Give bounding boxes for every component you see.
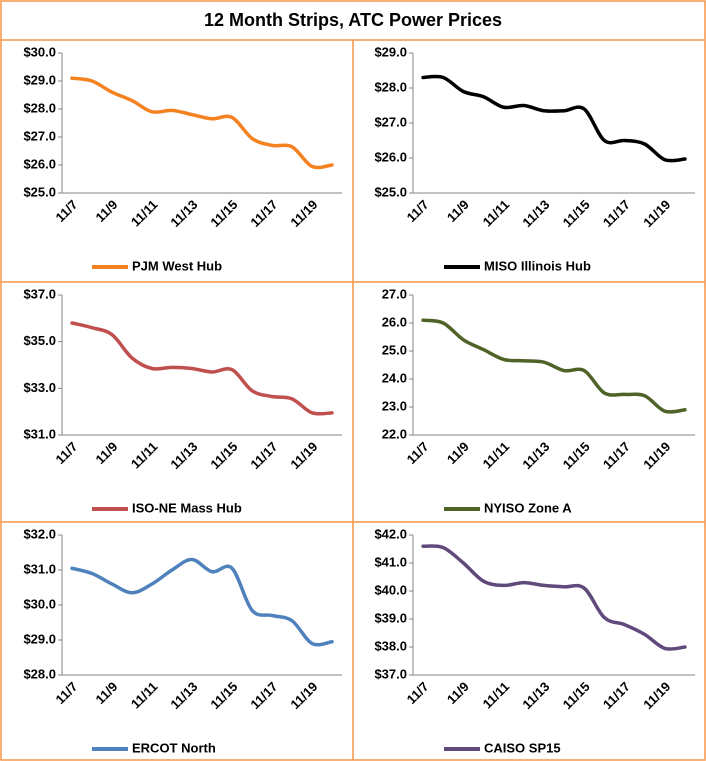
- x-tick-label: 11/17: [600, 679, 633, 712]
- x-tick-label: 11/11: [128, 679, 161, 712]
- y-tick-label: 25.0: [382, 342, 407, 357]
- y-tick-label: $37.0: [23, 286, 56, 301]
- x-tick-label: 11/7: [404, 197, 432, 225]
- x-tick-label: 11/7: [404, 439, 432, 467]
- line: [70, 557, 334, 647]
- x-tick-label: 11/19: [640, 197, 673, 230]
- y-tick-label: 27.0: [382, 286, 407, 301]
- y-tick-label: $26.0: [23, 156, 56, 171]
- line: [421, 544, 687, 651]
- legend-label: CAISO SP15: [484, 740, 561, 755]
- y-tick-label: $33.0: [23, 380, 56, 395]
- legend-label: NYISO Zone A: [484, 500, 572, 515]
- y-tick-label: $38.0: [374, 638, 407, 653]
- y-tick-label: $32.0: [23, 526, 56, 541]
- y-tick-label: $28.0: [374, 79, 407, 94]
- y-tick-label: $27.0: [23, 128, 56, 143]
- line: [70, 321, 334, 416]
- y-tick-label: $25.0: [374, 184, 407, 199]
- y-tick-label: $28.0: [23, 666, 56, 681]
- chart-title: 12 Month Strips, ATC Power Prices: [204, 10, 502, 30]
- x-tick-label: 11/17: [600, 197, 633, 230]
- x-tick-label: 11/19: [640, 439, 673, 472]
- y-tick-label: 26.0: [382, 314, 407, 329]
- legend-label: MISO Illinois Hub: [484, 258, 591, 273]
- y-tick-label: $42.0: [374, 526, 407, 541]
- x-tick-label: 11/9: [93, 197, 121, 225]
- x-tick-label: 11/19: [287, 439, 320, 472]
- x-tick-label: 11/13: [167, 439, 200, 472]
- x-tick-label: 11/19: [640, 679, 673, 712]
- x-tick-label: 11/11: [480, 439, 513, 472]
- x-tick-label: 11/11: [128, 197, 161, 230]
- y-tick-label: $41.0: [374, 554, 407, 569]
- x-tick-label: 11/13: [519, 679, 552, 712]
- x-tick-label: 11/9: [444, 679, 472, 707]
- x-tick-label: 11/15: [560, 197, 593, 230]
- y-tick-label: $30.0: [23, 44, 56, 59]
- x-tick-label: 11/17: [247, 197, 280, 230]
- x-tick-label: 11/13: [167, 197, 200, 230]
- x-tick-label: 11/7: [404, 679, 432, 707]
- x-tick-label: 11/17: [247, 439, 280, 472]
- line: [70, 76, 334, 170]
- x-tick-label: 11/17: [247, 679, 280, 712]
- legend-label: ERCOT North: [132, 740, 216, 755]
- x-tick-label: 11/9: [444, 439, 472, 467]
- y-tick-label: $29.0: [23, 72, 56, 87]
- x-tick-label: 11/11: [128, 439, 161, 472]
- x-tick-label: 11/19: [287, 679, 320, 712]
- line: [421, 74, 687, 163]
- y-tick-label: $39.0: [374, 610, 407, 625]
- legend-label: PJM West Hub: [132, 258, 222, 273]
- y-tick-label: $37.0: [374, 666, 407, 681]
- y-tick-label: 23.0: [382, 398, 407, 413]
- x-tick-label: 11/17: [600, 439, 633, 472]
- x-tick-label: 11/7: [53, 439, 81, 467]
- x-tick-label: 11/11: [480, 197, 513, 230]
- x-tick-label: 11/9: [93, 679, 121, 707]
- y-tick-label: $31.0: [23, 561, 56, 576]
- y-tick-label: $28.0: [23, 100, 56, 115]
- x-tick-label: 11/7: [53, 679, 81, 707]
- y-tick-label: $27.0: [374, 114, 407, 129]
- x-tick-label: 11/15: [560, 439, 593, 472]
- y-tick-label: $29.0: [374, 44, 407, 59]
- x-tick-label: 11/13: [167, 679, 200, 712]
- x-tick-label: 11/11: [480, 679, 513, 712]
- y-tick-label: $29.0: [23, 631, 56, 646]
- y-tick-label: $25.0: [23, 184, 56, 199]
- legend-label: ISO-NE Mass Hub: [132, 500, 242, 515]
- x-tick-label: 11/15: [560, 679, 593, 712]
- x-tick-label: 11/7: [53, 197, 81, 225]
- y-tick-label: $30.0: [23, 596, 56, 611]
- line: [421, 318, 687, 414]
- x-tick-label: 11/15: [207, 197, 240, 230]
- x-tick-label: 11/9: [93, 439, 121, 467]
- y-tick-label: 24.0: [382, 370, 407, 385]
- y-tick-label: $31.0: [23, 426, 56, 441]
- x-tick-label: 11/15: [207, 679, 240, 712]
- x-tick-label: 11/13: [519, 197, 552, 230]
- y-tick-label: $35.0: [23, 333, 56, 348]
- x-tick-label: 11/13: [519, 439, 552, 472]
- y-tick-label: $26.0: [374, 149, 407, 164]
- y-tick-label: 22.0: [382, 426, 407, 441]
- x-tick-label: 11/15: [207, 439, 240, 472]
- y-tick-label: $40.0: [374, 582, 407, 597]
- x-tick-label: 11/19: [287, 197, 320, 230]
- x-tick-label: 11/9: [444, 197, 472, 225]
